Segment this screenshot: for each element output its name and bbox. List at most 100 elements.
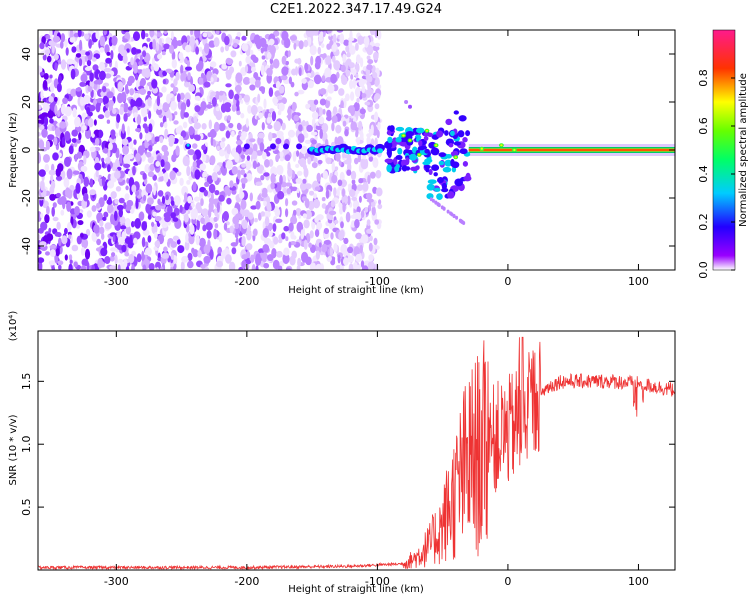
noise-blob <box>193 153 197 161</box>
noise-blob <box>296 265 301 270</box>
noise-blob <box>354 157 359 165</box>
noise-blob <box>273 121 281 132</box>
snr-plot-area <box>37 330 676 571</box>
noise-blob <box>104 222 112 230</box>
noise-blob <box>322 53 327 59</box>
noise-blob <box>307 36 312 47</box>
noise-blob <box>301 78 307 84</box>
noise-blob <box>61 235 68 245</box>
noise-blob <box>288 241 292 249</box>
noise-blob <box>367 59 374 65</box>
noise-blob <box>338 230 344 241</box>
noise-blob <box>137 145 145 156</box>
noise-blob <box>138 60 144 66</box>
noise-blob <box>71 46 77 53</box>
y-tick-label: 0.5 <box>20 498 33 515</box>
noise-blob <box>276 250 283 258</box>
noise-blob <box>68 234 72 240</box>
noise-blob <box>144 247 152 256</box>
noise-blob <box>91 133 95 139</box>
noise-blob <box>368 128 374 136</box>
noise-blob <box>122 54 128 64</box>
noise-blob <box>213 216 218 223</box>
noise-blob <box>80 73 88 83</box>
noise-blob <box>48 260 56 266</box>
noise-blob <box>187 195 193 204</box>
noise-blob <box>192 181 197 192</box>
noise-blob <box>207 208 212 218</box>
noise-blob <box>208 183 216 194</box>
noise-blob <box>211 97 217 107</box>
noise-blob <box>185 66 192 71</box>
noise-blob <box>250 205 258 210</box>
signal-blob <box>387 136 393 144</box>
noise-blob <box>266 51 272 60</box>
noise-blob <box>297 133 305 143</box>
noise-blob <box>338 160 342 166</box>
noise-blob <box>194 169 201 180</box>
noise-blob <box>180 102 187 112</box>
noise-blob <box>357 153 362 163</box>
noise-blob <box>229 225 234 234</box>
signal-blob <box>455 215 459 220</box>
noise-blob <box>255 76 261 82</box>
noise-blob <box>153 185 156 196</box>
colorbar-tick-label: 0.4 <box>697 165 710 183</box>
noise-blob <box>291 200 298 206</box>
noise-blob <box>245 55 251 64</box>
noise-blob <box>287 112 291 121</box>
noise-blob <box>182 155 190 167</box>
noise-blob <box>43 73 49 80</box>
noise-blob <box>184 44 192 53</box>
noise-blob <box>361 93 367 98</box>
noise-blob <box>318 116 325 125</box>
noise-blob <box>269 45 276 55</box>
noise-blob <box>144 133 152 141</box>
noise-blob <box>116 113 121 123</box>
noise-blob <box>288 222 294 232</box>
noise-blob <box>176 171 182 177</box>
noise-blob <box>242 76 251 85</box>
noise-blob <box>80 233 84 238</box>
noise-blob <box>190 209 198 220</box>
noise-blob <box>303 39 309 48</box>
noise-blob <box>117 236 126 245</box>
noise-blob <box>229 180 234 188</box>
noise-blob <box>195 46 200 55</box>
noise-blob <box>128 254 135 264</box>
noise-blob <box>315 250 320 260</box>
noise-blob <box>103 67 112 73</box>
noise-blob <box>120 225 127 230</box>
noise-blob <box>328 210 337 216</box>
noise-blob <box>141 250 145 262</box>
noise-blob <box>291 101 297 112</box>
noise-blob <box>96 212 103 222</box>
noise-blob <box>333 60 341 71</box>
noise-blob <box>41 128 48 138</box>
noise-blob <box>378 199 382 205</box>
noise-blob <box>193 196 201 202</box>
noise-blob <box>273 30 280 37</box>
noise-blob <box>81 258 89 267</box>
noise-blob <box>366 228 374 234</box>
noise-blob <box>373 51 379 61</box>
noise-blob <box>325 189 330 199</box>
noise-blob <box>91 57 97 62</box>
noise-blob <box>263 210 271 219</box>
noise-blob <box>241 35 247 41</box>
noise-blob <box>131 264 135 270</box>
noise-blob <box>154 240 161 248</box>
signal-blob <box>463 175 472 182</box>
noise-blob <box>193 134 201 140</box>
y-tick-label: 1.5 <box>20 373 33 391</box>
noise-blob <box>74 206 80 216</box>
noise-blob <box>212 139 216 148</box>
y-tick-label: 1.0 <box>20 435 33 453</box>
signal-blob <box>454 156 457 159</box>
noise-blob <box>176 239 181 245</box>
noise-blob <box>44 163 50 172</box>
noise-blob <box>121 244 127 253</box>
noise-blob <box>300 229 305 240</box>
noise-blob <box>103 82 110 87</box>
signal-blob <box>283 143 289 150</box>
